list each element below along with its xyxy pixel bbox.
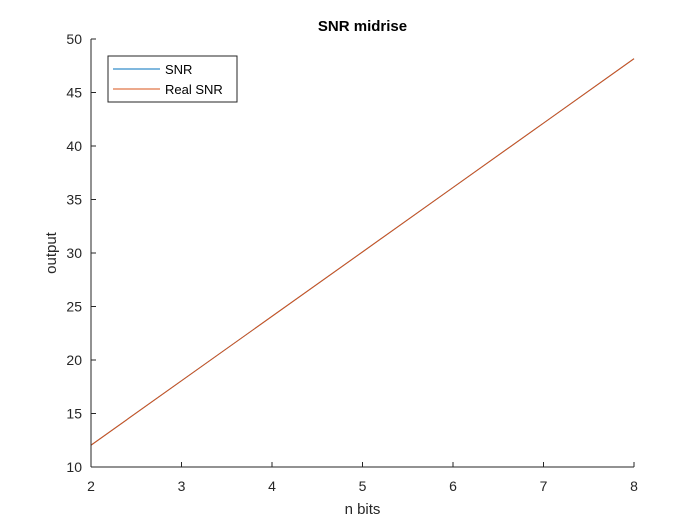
series-line-real-snr [90,58,635,446]
x-tick-label: 8 [630,478,638,494]
x-axis-label: n bits [345,501,381,518]
y-tick-label: 15 [66,406,82,422]
x-ticks: 2 3 4 5 6 7 8 [87,462,638,494]
y-tick-label: 30 [66,245,82,261]
y-tick-label: 20 [66,352,82,368]
x-tick-label: 2 [87,478,95,494]
y-tick-label: 50 [66,31,82,47]
y-axis-label: output [43,231,60,274]
x-tick-label: 5 [359,478,367,494]
legend: SNR Real SNR [107,55,238,103]
legend-box [107,55,238,103]
plot-area [91,39,634,467]
x-tick-label: 3 [178,478,186,494]
legend-label-real-snr: Real SNR [165,82,223,97]
x-tick-label: 7 [540,478,548,494]
x-tick-label: 6 [449,478,457,494]
chart-title: SNR midrise [318,18,407,35]
x-tick-label: 4 [268,478,276,494]
legend-label-snr: SNR [165,62,192,77]
y-tick-label: 35 [66,192,82,208]
y-tick-label: 40 [66,138,82,154]
series-layer [90,58,635,446]
y-tick-label: 25 [66,299,82,315]
y-tick-label: 10 [66,459,82,475]
y-ticks: 10 15 20 25 30 35 40 45 50 [66,31,96,475]
y-tick-label: 45 [66,85,82,101]
